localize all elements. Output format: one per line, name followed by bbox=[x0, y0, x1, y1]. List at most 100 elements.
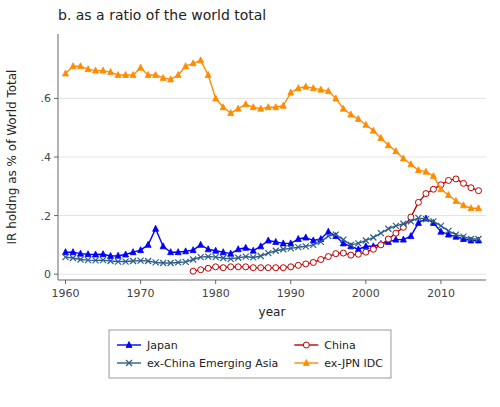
point bbox=[273, 104, 279, 110]
legend-item: China bbox=[294, 339, 355, 352]
point bbox=[153, 259, 159, 265]
y-tick-label: .6 bbox=[41, 92, 52, 105]
point bbox=[108, 69, 114, 75]
x-tick bbox=[440, 280, 441, 284]
point bbox=[460, 234, 466, 240]
point bbox=[310, 259, 316, 265]
point bbox=[250, 265, 256, 271]
series bbox=[63, 215, 482, 266]
line bbox=[193, 179, 478, 271]
point bbox=[190, 268, 196, 274]
point bbox=[385, 142, 391, 148]
point bbox=[340, 250, 346, 256]
point bbox=[303, 261, 309, 267]
point bbox=[408, 161, 414, 167]
point bbox=[333, 232, 339, 238]
point bbox=[408, 233, 414, 239]
legend-box bbox=[109, 330, 391, 378]
point bbox=[205, 72, 211, 78]
point bbox=[445, 228, 451, 234]
point bbox=[265, 265, 271, 271]
point bbox=[168, 260, 174, 266]
x-tick bbox=[365, 280, 366, 284]
point bbox=[295, 244, 301, 250]
point bbox=[453, 197, 459, 203]
point bbox=[400, 236, 406, 242]
point bbox=[78, 250, 84, 256]
point bbox=[250, 247, 256, 253]
point bbox=[115, 72, 121, 78]
point bbox=[93, 257, 99, 263]
point bbox=[168, 76, 174, 82]
point bbox=[228, 110, 234, 116]
point bbox=[85, 257, 91, 263]
x-tick-label: 2000 bbox=[352, 287, 380, 300]
point bbox=[145, 241, 151, 247]
point bbox=[250, 104, 256, 110]
x-axis-label: year bbox=[259, 305, 286, 319]
point bbox=[243, 264, 249, 270]
point bbox=[198, 267, 204, 273]
point bbox=[340, 237, 346, 243]
y-tick bbox=[54, 215, 58, 216]
point bbox=[453, 232, 459, 238]
point bbox=[100, 67, 106, 73]
point bbox=[78, 257, 84, 263]
point bbox=[70, 255, 76, 261]
x-tick-label: 1960 bbox=[52, 287, 80, 300]
point bbox=[70, 63, 76, 69]
legend-item: ex-JPN IDC bbox=[294, 357, 383, 370]
point bbox=[63, 70, 69, 76]
legend-item: ex-China Emerging Asia bbox=[117, 357, 278, 370]
point bbox=[468, 185, 474, 191]
point bbox=[138, 247, 144, 253]
y-axis-label: IR holdng as % of World Total bbox=[5, 70, 19, 245]
x-tick-label: 2010 bbox=[427, 287, 455, 300]
y-tick-label: .2 bbox=[41, 210, 52, 223]
x-tick-label: 1970 bbox=[127, 287, 155, 300]
point bbox=[408, 218, 414, 224]
point bbox=[325, 254, 331, 260]
point bbox=[108, 258, 114, 264]
point bbox=[235, 246, 241, 252]
point bbox=[318, 239, 324, 245]
point bbox=[303, 83, 309, 89]
legend-marker bbox=[303, 342, 309, 348]
point bbox=[228, 256, 234, 262]
point bbox=[363, 237, 369, 243]
point bbox=[370, 246, 376, 252]
title: b. as a ratio of the world total bbox=[58, 7, 266, 23]
y-tick bbox=[54, 157, 58, 158]
point bbox=[475, 236, 481, 242]
grid-line bbox=[58, 274, 486, 275]
point bbox=[303, 243, 309, 249]
y-tick bbox=[54, 274, 58, 275]
point bbox=[190, 247, 196, 253]
point bbox=[93, 251, 99, 257]
point bbox=[228, 250, 234, 256]
point bbox=[453, 176, 459, 182]
point bbox=[333, 251, 339, 257]
point bbox=[213, 264, 219, 270]
y-tick-label: .4 bbox=[41, 151, 52, 164]
point bbox=[175, 259, 181, 265]
point bbox=[475, 237, 481, 243]
series bbox=[190, 176, 481, 274]
point bbox=[190, 257, 196, 263]
point bbox=[273, 265, 279, 271]
point bbox=[430, 186, 436, 192]
point bbox=[423, 191, 429, 197]
x-tick-label: 1990 bbox=[277, 287, 305, 300]
point bbox=[198, 57, 204, 63]
point bbox=[265, 104, 271, 110]
point bbox=[393, 236, 399, 242]
point bbox=[378, 134, 384, 140]
point bbox=[123, 251, 129, 257]
point bbox=[70, 249, 76, 255]
point bbox=[63, 254, 69, 260]
point bbox=[160, 260, 166, 266]
grid bbox=[58, 98, 486, 274]
point bbox=[168, 249, 174, 255]
point bbox=[310, 85, 316, 91]
point bbox=[228, 264, 234, 270]
